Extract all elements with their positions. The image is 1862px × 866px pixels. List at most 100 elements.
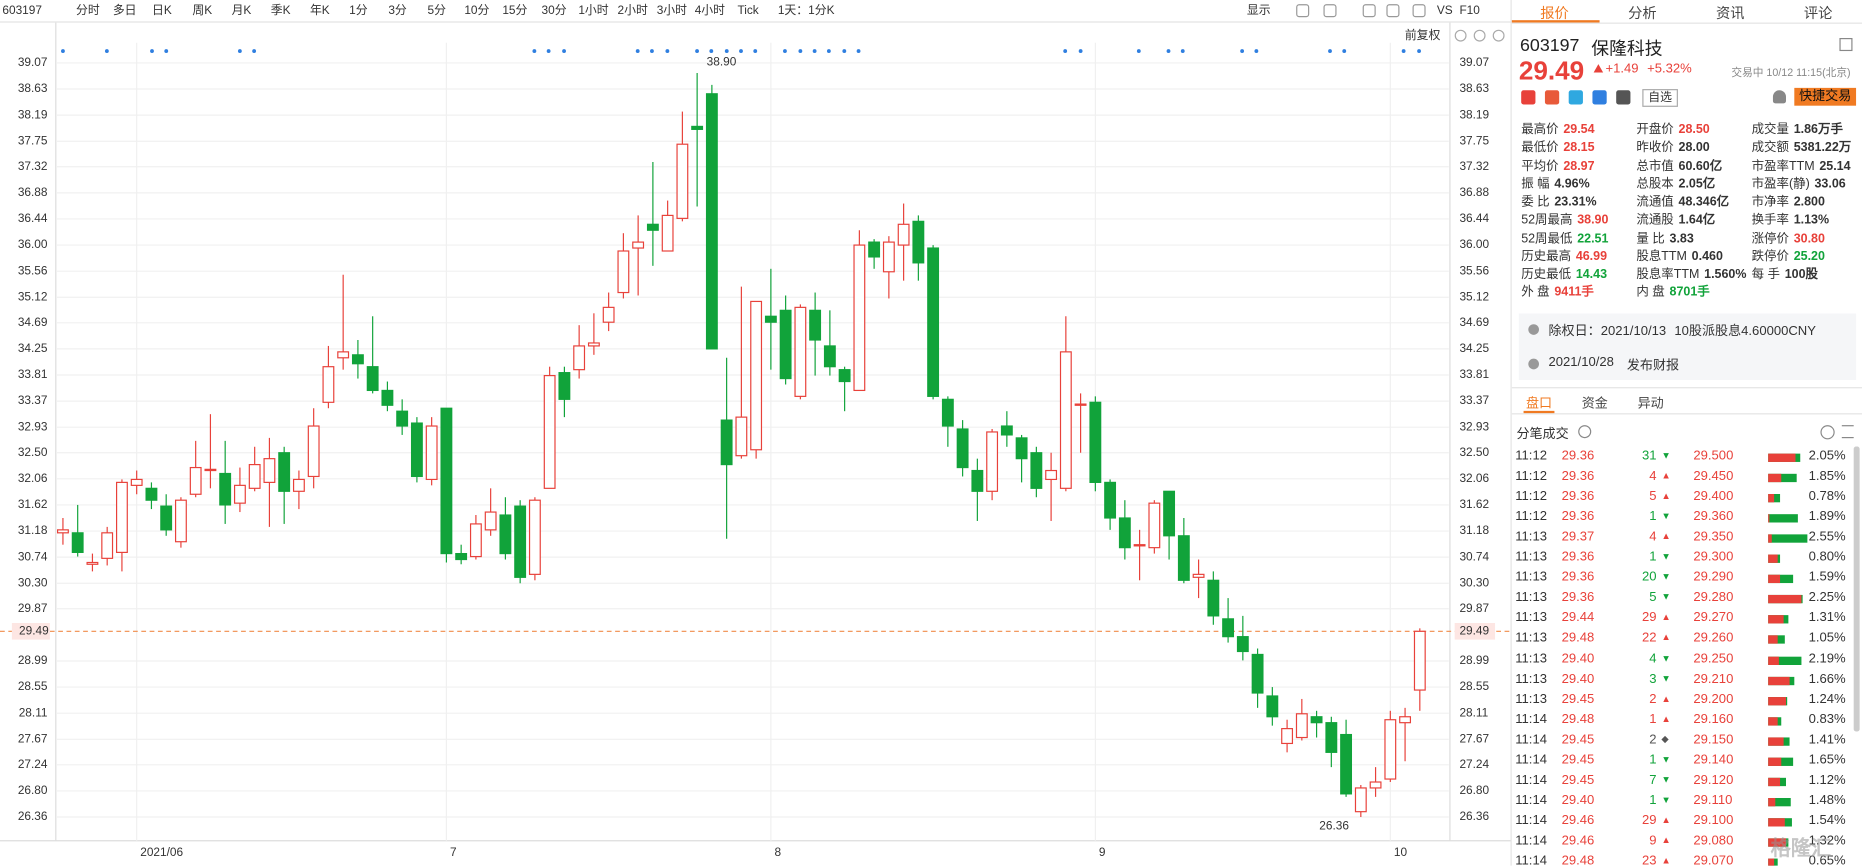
event-dot[interactable] (237, 49, 242, 53)
adjust-button[interactable]: 前复权 (1405, 28, 1441, 42)
panel-tab[interactable]: 评论 (1803, 4, 1833, 22)
stat-label: 内 盘 (1636, 285, 1665, 300)
quote-icon[interactable] (1521, 90, 1536, 105)
y-tick-label-right: 30.30 (1459, 575, 1489, 589)
event-dot[interactable] (753, 49, 758, 53)
event-dot[interactable] (1166, 49, 1171, 53)
panel-tab[interactable]: 资讯 (1715, 4, 1745, 22)
depth-bar-buy (1768, 737, 1784, 746)
event-dot[interactable] (252, 49, 257, 53)
event-dot[interactable] (1254, 49, 1259, 53)
period-tab[interactable]: 4小时 (695, 3, 725, 17)
y-tick-label-right: 28.99 (1459, 653, 1489, 667)
quote-icon[interactable] (1544, 90, 1560, 105)
event-dot[interactable] (1328, 49, 1332, 53)
event-dot[interactable] (739, 49, 743, 53)
period-tab[interactable]: 5分 (428, 3, 447, 17)
event-dot[interactable] (1342, 49, 1347, 53)
tool-icon[interactable] (1412, 4, 1426, 18)
panel-tab[interactable]: 报价 (1540, 4, 1569, 22)
depth-bar (1768, 575, 1793, 584)
stat-label: 股息率TTM (1636, 267, 1700, 282)
period-tab[interactable]: 3小时 (657, 3, 687, 17)
event-dot[interactable] (150, 49, 154, 53)
event-dot[interactable] (856, 49, 861, 53)
event-dot[interactable] (532, 49, 537, 53)
event-dot[interactable] (709, 49, 714, 53)
event-dot[interactable] (842, 49, 847, 53)
watch-button[interactable]: 自选 (1642, 89, 1678, 107)
f10-button[interactable]: F10 (1459, 3, 1480, 17)
trade-button[interactable]: 快捷交易 (1794, 87, 1857, 106)
tool-icon[interactable] (1362, 4, 1376, 18)
tool-icon[interactable] (1296, 4, 1310, 18)
period-tab[interactable]: 1小时 (578, 3, 608, 17)
bell-icon[interactable] (1772, 90, 1786, 104)
depth-price: 29.400 (1693, 489, 1734, 504)
sub-tab[interactable]: 异动 (1637, 396, 1664, 411)
quote-icon[interactable] (1568, 90, 1583, 105)
period-tab[interactable]: 3分 (388, 3, 407, 17)
period-tab[interactable]: 日K (152, 3, 172, 17)
depth-pct: 2.25% (1808, 590, 1846, 605)
event-dot[interactable] (783, 49, 787, 53)
tool-icon[interactable] (1386, 4, 1400, 18)
candle-body (587, 342, 600, 347)
more-icon[interactable] (1820, 425, 1835, 440)
period-tab[interactable]: 年K (310, 3, 330, 17)
event-dot[interactable] (546, 49, 551, 53)
period-tab[interactable]: Tick (737, 3, 758, 17)
event-dot[interactable] (826, 49, 831, 53)
event-dot[interactable] (1078, 49, 1083, 53)
event-dot[interactable] (1063, 49, 1068, 53)
event-dot[interactable] (1401, 49, 1406, 53)
trade-price: 29.40 (1561, 671, 1595, 686)
candle-body (1384, 719, 1397, 780)
event-dot[interactable] (1136, 49, 1141, 53)
event-dot[interactable] (798, 49, 803, 53)
candle-body (1310, 716, 1323, 724)
stat-label: 历史最低 (1521, 267, 1572, 282)
event-dot[interactable] (665, 49, 670, 53)
event-dot[interactable] (562, 49, 566, 53)
candle-body (823, 345, 836, 368)
event-dot[interactable] (812, 49, 817, 53)
stat-value: 2.05亿 (1678, 176, 1716, 191)
period-tab[interactable]: 30分 (542, 3, 567, 17)
period-tab[interactable]: 多日 (113, 3, 137, 17)
vs-button[interactable]: VS (1437, 3, 1453, 17)
event-dot[interactable] (61, 49, 65, 53)
period-tab[interactable]: 2小时 (618, 3, 648, 17)
quote-icon[interactable] (1616, 90, 1631, 105)
panel-icon[interactable] (1839, 38, 1853, 52)
event-dot[interactable] (635, 49, 640, 53)
sub-tab[interactable]: 盘口 (1525, 396, 1553, 411)
event-dot[interactable] (164, 49, 169, 53)
period-tab[interactable]: 周K (192, 3, 212, 17)
trade-direction: ▼ (1661, 450, 1671, 461)
event-dot[interactable] (695, 49, 699, 53)
period-tab[interactable]: 10分 (464, 3, 489, 17)
event-dot[interactable] (1180, 49, 1185, 53)
period-tab[interactable]: 季K (271, 3, 291, 17)
event-dot[interactable] (104, 49, 109, 53)
event-dot[interactable] (1240, 49, 1245, 53)
sub-tab[interactable]: 资金 (1581, 396, 1608, 411)
period-tab[interactable]: 月K (232, 3, 252, 17)
chart-tool[interactable] (1454, 29, 1467, 42)
quote-icon[interactable] (1592, 90, 1607, 105)
panel-tab[interactable]: 分析 (1628, 4, 1657, 22)
event-dot[interactable] (724, 49, 729, 53)
list-icon[interactable] (1841, 425, 1854, 439)
stat: 历史最低 14.43 (1521, 265, 1607, 283)
event-dot[interactable] (1417, 49, 1421, 53)
period-tab[interactable]: 1天：1分K (778, 3, 835, 17)
chart-tool[interactable] (1473, 29, 1486, 42)
period-tab[interactable]: 15分 (502, 3, 527, 17)
event-dot[interactable] (650, 49, 654, 53)
chart-tool[interactable] (1492, 29, 1505, 42)
period-tab[interactable]: 分时 (76, 3, 100, 17)
period-tab[interactable]: 1分 (349, 3, 368, 17)
display-menu[interactable]: 显示 (1247, 3, 1271, 17)
tool-icon[interactable] (1323, 4, 1337, 18)
